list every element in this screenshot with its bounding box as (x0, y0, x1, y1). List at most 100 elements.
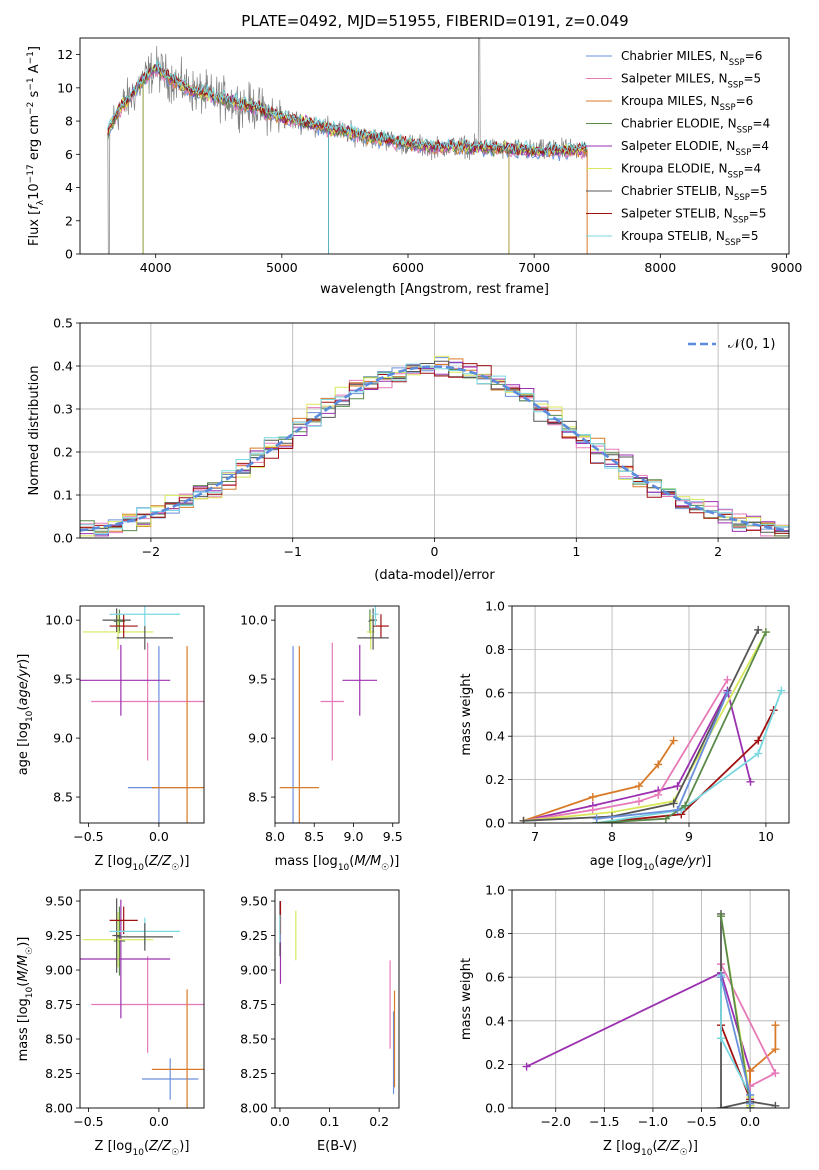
weight_vs_Z-frame (511, 889, 790, 1109)
axis-label-part: 10 (132, 863, 144, 873)
axis-label-part: ( (16, 706, 31, 711)
y-tick-label: 4 (65, 180, 73, 195)
axis-label: mass [log10(M/M☉)] (275, 854, 400, 873)
y-tick-label: 12 (57, 47, 73, 62)
axis-label: age [log10(age/yr)] (590, 854, 712, 873)
y-tick-label: 9.5 (248, 672, 268, 687)
x-tick-label: 0.0 (149, 829, 169, 844)
axis-label-part: M/M (354, 854, 381, 869)
y-tick-label: 8.50 (45, 1032, 73, 1047)
y-tick-label: 0.4 (485, 729, 505, 744)
x-axis-label: (data-model)/error (374, 568, 495, 583)
axis-label-part: 10 (641, 1148, 653, 1158)
mass_vs_Z-frame (79, 889, 205, 1109)
legend-entry: Salpeter STELIB, NSSP=5 (621, 207, 766, 226)
axis-label-part: )] (179, 854, 189, 869)
legend-value: =5 (743, 72, 761, 86)
model-fit-line (107, 66, 588, 162)
y-tick-label: 8.25 (240, 1066, 268, 1081)
y-tick-label: 2 (65, 213, 73, 228)
weight-line (523, 629, 760, 822)
y-tick-label: 0.2 (53, 445, 73, 460)
x-tick-label: 2 (714, 544, 722, 559)
legend-sub: SSP (737, 126, 753, 136)
y-tick-label: 6 (65, 147, 73, 162)
y-tick-label: 9.25 (240, 928, 268, 943)
axis-label-part: f (27, 203, 42, 210)
y-tick-label: 9.50 (240, 894, 268, 909)
axis-label-part: erg cm (27, 115, 42, 164)
x-tick-label: 0.2 (369, 1114, 389, 1129)
weight-point (754, 736, 763, 745)
weight-point (754, 625, 763, 634)
x-tick-label: 9000 (771, 260, 803, 275)
y-axis-label: mass weight (459, 958, 474, 1040)
axis-label-part: ] (27, 46, 42, 51)
y-tick-label: 0.0 (53, 531, 73, 546)
figure-title: PLATE=0492, MJD=51955, FIBERID=0191, z=0… (241, 12, 629, 30)
legend-value: =5 (741, 229, 759, 243)
histogram-step (80, 363, 789, 534)
weight_vs_age-frame (511, 605, 790, 824)
y-tick-label: 10.0 (45, 613, 73, 628)
y-tick-label: 0 (65, 247, 73, 262)
x-tick-label: 10 (758, 829, 774, 844)
y-tick-label: 0.6 (485, 970, 505, 985)
y-tick-label: 1.0 (485, 883, 505, 898)
y-tick-label: 1.0 (485, 599, 505, 614)
axis-label-part: )] (179, 1139, 189, 1154)
observed-spectrum (107, 38, 588, 254)
weight-line (596, 709, 775, 823)
legend-sub: SSP (734, 193, 750, 203)
legend-entry: Kroupa ELODIE, NSSP=4 (621, 162, 761, 181)
y-tick-label: 0.0 (485, 816, 505, 831)
legend-sub: SSP (733, 216, 749, 226)
axis-label-part: )] (701, 854, 711, 869)
axis-label-part: 10 (27, 183, 42, 200)
y-tick-label: 9.50 (45, 894, 73, 909)
x-tick-label: 0.0 (270, 1114, 290, 1129)
y-tick-label: 9.00 (45, 963, 73, 978)
y-tick-label: 10.0 (240, 613, 268, 628)
axis-label-part: −17 (26, 164, 36, 183)
axis-label-part: ☉ (680, 1148, 688, 1158)
legend-name: Chabrier MILES, N (621, 49, 729, 63)
y-tick-label: 0.2 (485, 772, 505, 787)
age_vs_mass-frame (274, 605, 400, 824)
legend-name: Salpeter ELODIE, N (621, 139, 735, 153)
y-tick-label: 9.25 (45, 928, 73, 943)
weight-point (716, 912, 725, 921)
y-tick-label: 0.4 (485, 1013, 505, 1028)
y-tick-label: 9.5 (53, 672, 73, 687)
axis-label-part: ☉ (171, 863, 179, 873)
y-tick-label: 0.1 (53, 488, 73, 503)
axis-label-part: −1 (26, 51, 36, 64)
axis-label-part: )] (688, 1139, 698, 1154)
weight-point (771, 1069, 780, 1078)
axis-label-part: ( (654, 854, 659, 869)
y-tick-label: 0.5 (53, 316, 73, 331)
legend-sub: SSP (728, 81, 744, 91)
axis-label-part: M/M (16, 955, 31, 982)
axis-label-part: 10 (25, 986, 35, 998)
weight-point (519, 816, 528, 823)
x-tick-label: 0.0 (149, 1114, 169, 1129)
y-tick-label: 0.3 (53, 402, 73, 417)
weight-line (596, 690, 783, 823)
axis-label-part: ☉ (25, 947, 35, 955)
legend-entry: Chabrier STELIB, NSSP=5 (621, 184, 768, 203)
axis-label-part: −1 (26, 77, 36, 90)
y-tick-label: 0.6 (485, 685, 505, 700)
axis-label: Z [log10(Z/Z☉)] (603, 1139, 698, 1158)
legend-entry: Chabrier ELODIE, NSSP=4 (621, 117, 770, 136)
axis-label-part: mass [log (16, 998, 31, 1061)
axis-label-part: Z/Z (148, 1139, 172, 1154)
weight-point (588, 792, 597, 801)
legend-name: Kroupa ELODIE, N (621, 162, 728, 176)
weight-point (771, 1101, 780, 1108)
weight-point (771, 1021, 780, 1030)
weight-point (669, 799, 678, 808)
axis-label: age [log10(age/yr)] (16, 654, 35, 776)
